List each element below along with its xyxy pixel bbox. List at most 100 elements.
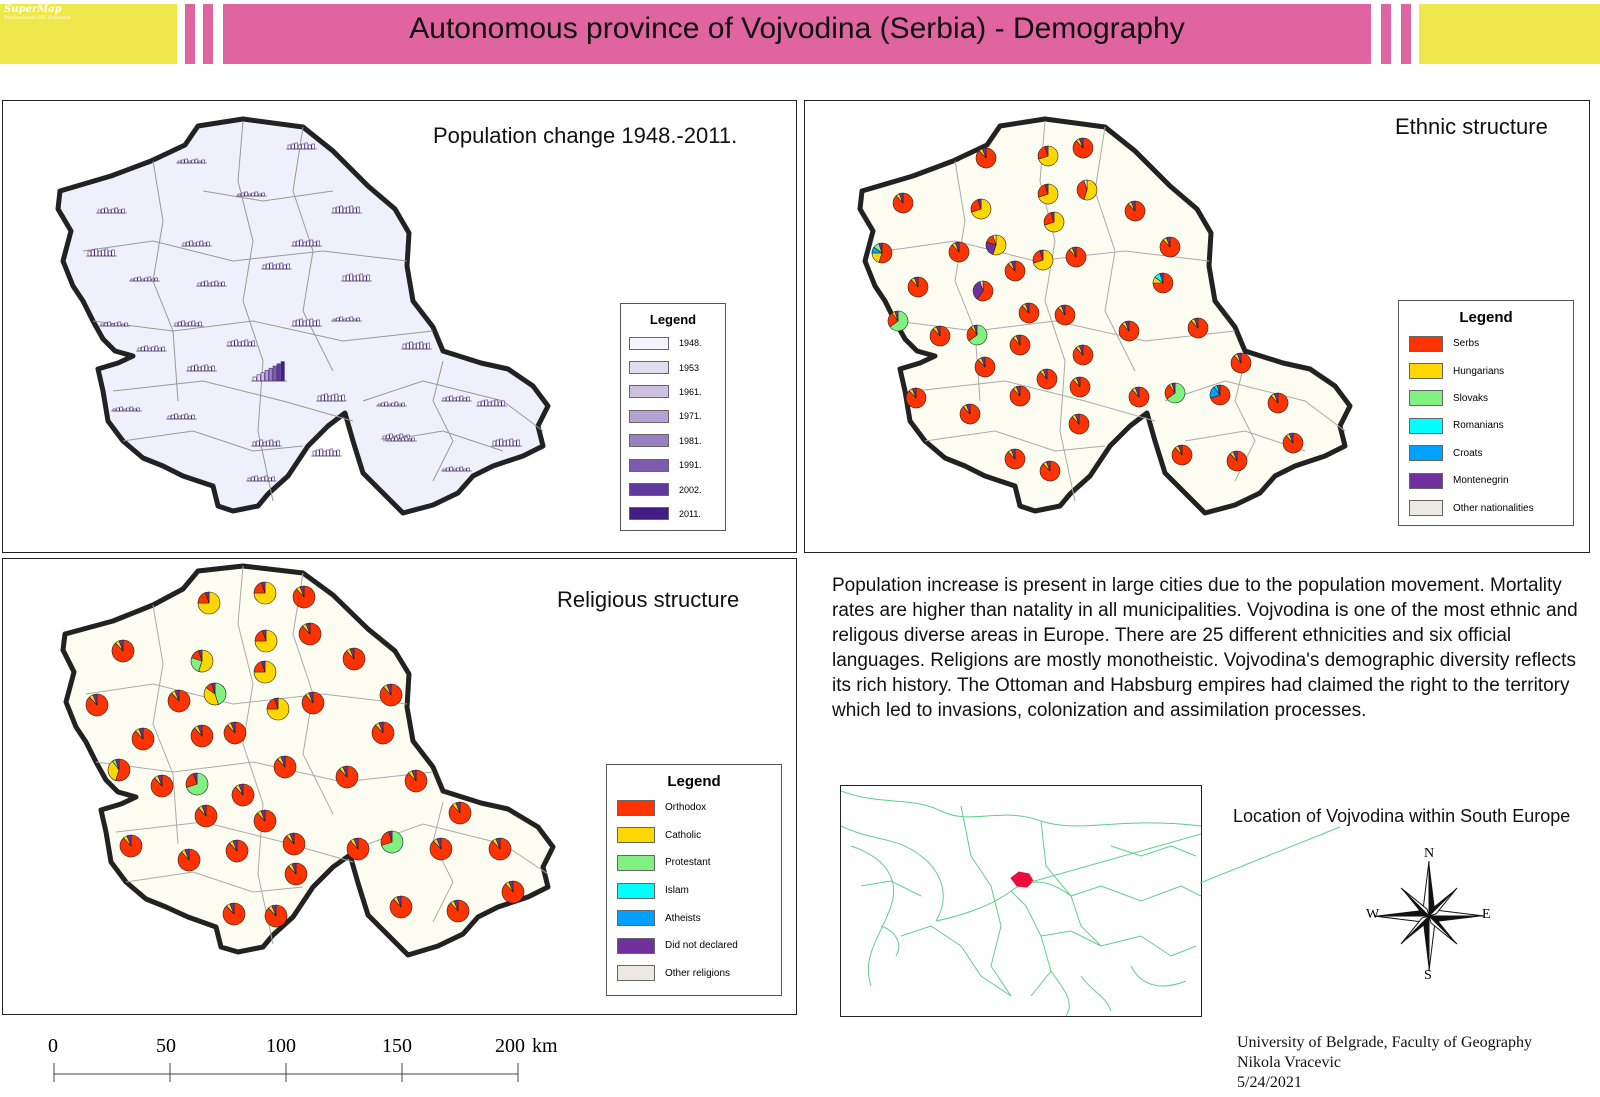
population-bar-charts [86,142,522,482]
population-bar [356,317,360,322]
pie-slice [197,724,203,737]
population-bar [261,476,265,482]
population-bar [204,364,209,372]
legend-swatch [629,507,669,521]
religion-map-panel: Religious structure Legend Orthodox Catho… [2,558,797,1015]
legend-label: 2011. [679,508,701,519]
legend-item: Slovaks [1409,385,1573,412]
population-bar [321,394,325,402]
pie-slice [118,639,124,652]
legend-swatch [629,361,669,375]
population-bar [302,241,307,247]
population-bar [97,209,102,214]
population-bar [211,281,215,287]
population-bar [498,401,502,407]
location-label: Location of Vojvodina within South Europ… [1233,806,1571,826]
population-bar [502,440,507,447]
population-bar [247,477,252,482]
pie-slice [1045,460,1051,472]
population-bar [104,248,109,257]
population-bar [509,438,514,447]
credits-author: Nikola Vracevic [1237,1054,1342,1071]
pie-slice [1236,352,1242,364]
population-bar [331,394,335,402]
pie-slice [232,839,238,852]
legend-swatch [1409,472,1443,489]
pie-slice [972,281,984,300]
population-bar [114,322,118,327]
religion-map-title: Religious structure [557,587,740,612]
population-bar [329,448,334,457]
population-bar [124,322,128,327]
legend-item: 1991. [629,453,725,477]
legend-label: 1948. [679,338,702,349]
population-bar [359,273,364,282]
compass-star-icon [1373,860,1485,972]
header-title-bar [223,4,1371,64]
population-bar [339,205,343,214]
population-bar [292,320,297,327]
population-bar [391,437,395,442]
population-bar [198,321,202,327]
vojvodina-outline [857,116,1353,516]
population-bar [339,316,343,322]
pie-slice [954,241,960,253]
population-bar [264,475,269,482]
population-bar [184,413,189,420]
legend-item: Islam [617,877,781,905]
population-bar [264,370,269,382]
pie-slice [262,629,267,642]
population-bar [296,240,300,247]
supermap-logo: SuperMap Professional GIS Software [4,5,71,22]
pie-slice [889,310,909,332]
compass-north: N [1424,846,1435,861]
population-bar [181,159,185,164]
scale-unit: km [532,1035,558,1057]
population-bar [177,415,182,420]
population-bar [97,250,102,257]
population-bar [254,191,259,197]
population-bar [299,239,303,247]
legend-swatch [1409,500,1443,517]
population-bar [147,276,152,282]
pie-slice [1015,385,1021,397]
population-bar [251,192,255,197]
header-stripe [1381,4,1391,64]
pie-slice [378,721,384,734]
population-bar [332,207,337,214]
population-bar [154,277,158,282]
population-bar [342,275,347,282]
population-bar [244,191,248,197]
population-bar [266,263,270,270]
pie-slice [1193,317,1199,329]
pie-slice [1232,450,1238,462]
legend-item: Orthodox [617,794,781,822]
location-pointer-extension [1200,826,1341,884]
population-bar [241,192,245,197]
pie-slice [266,697,290,721]
ethnic-map [857,116,1353,516]
population-bar [459,395,464,402]
population-legend-title: Legend [649,312,697,327]
legend-label: Catholic [665,829,702,841]
population-bar [269,439,274,447]
population-bar [218,282,222,287]
population-bar [401,402,405,407]
population-bar [313,241,317,247]
header-left-yellow-block [0,4,177,64]
population-bar [136,407,140,412]
pie-slice [913,276,919,288]
pie-slice [1050,211,1055,223]
population-bar [338,395,342,402]
population-bar [401,437,405,442]
population-bar [252,376,257,382]
population-bar [199,240,204,247]
population-bar [111,249,115,257]
population-bar [302,320,307,327]
pie-slice [305,622,311,635]
pie-slice [411,769,417,782]
pie-slice [455,801,461,814]
population-bar [292,241,297,247]
population-bar [316,449,320,457]
population-bar [186,241,190,247]
